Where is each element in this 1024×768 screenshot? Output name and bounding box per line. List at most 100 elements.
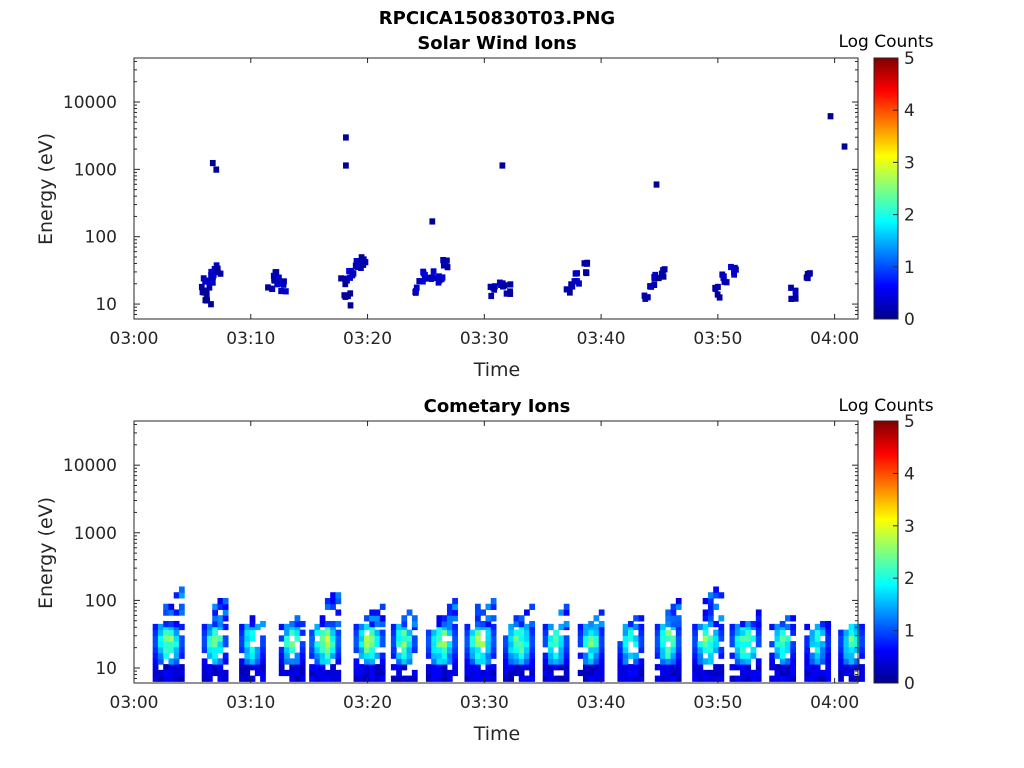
- data-cell: [779, 658, 786, 665]
- data-cell: [524, 635, 530, 642]
- data-cell: [513, 615, 520, 622]
- data-cell: [206, 652, 213, 659]
- data-cell: [369, 635, 376, 642]
- data-cell: [260, 675, 266, 682]
- data-cell: [734, 658, 741, 665]
- data-cell: [582, 623, 589, 631]
- data-cell: [178, 641, 185, 648]
- colorbar-tick-label: 3: [904, 517, 915, 537]
- data-cell: [289, 646, 296, 654]
- data-cell: [206, 284, 213, 291]
- data-cell: [314, 675, 321, 682]
- data-cell: [152, 669, 159, 677]
- data-cell: [542, 641, 549, 648]
- data-cell: [464, 646, 471, 654]
- data-cell: [222, 669, 229, 677]
- data-cell: [563, 620, 570, 628]
- data-cell: [469, 658, 476, 665]
- data-cell: [859, 623, 865, 631]
- data-cell: [702, 615, 709, 622]
- data-cell: [212, 646, 218, 654]
- data-cell: [582, 669, 589, 677]
- data-cell: [173, 592, 180, 599]
- data-cell: [152, 675, 159, 682]
- data-cell: [508, 652, 515, 659]
- data-cell: [792, 287, 799, 294]
- data-cell: [436, 635, 443, 642]
- data-cell: [379, 641, 386, 648]
- data-cell: [353, 658, 360, 665]
- data-cell: [553, 664, 559, 671]
- data-cell: [309, 641, 315, 648]
- data-cell: [278, 658, 285, 665]
- data-cell: [843, 641, 850, 648]
- data-cell: [774, 629, 781, 636]
- data-cell: [660, 675, 666, 682]
- data-cell: [396, 664, 402, 671]
- data-cell: [213, 262, 220, 269]
- data-cell: [665, 615, 672, 622]
- data-cell: [163, 609, 169, 616]
- data-cell: [853, 646, 860, 654]
- data-cell: [209, 279, 216, 286]
- x-ticks: 03:00 03:10 03:20 03:30 03:40 03:50 04:00: [110, 58, 859, 349]
- data-cell: [278, 635, 285, 642]
- data-cell: [244, 646, 251, 654]
- data-cell: [416, 277, 423, 285]
- data-cell: [665, 629, 672, 636]
- data-cell: [178, 669, 185, 677]
- colorbar-tick-label: 1: [904, 622, 915, 642]
- data-cell: [713, 669, 719, 677]
- data-cell: [670, 652, 677, 659]
- x-tick-label: 03:40: [577, 329, 626, 349]
- data-cell: [707, 592, 714, 599]
- data-cell: [168, 603, 175, 610]
- data-cell: [729, 641, 736, 648]
- x-tick-label: 03:00: [110, 693, 159, 713]
- data-cell: [563, 669, 570, 677]
- data-cell: [785, 664, 791, 671]
- data-cell: [713, 675, 719, 682]
- data-cell: [173, 646, 180, 654]
- data-cell: [721, 278, 728, 285]
- data-cell: [369, 664, 376, 671]
- y-tick-label: 1000: [74, 524, 117, 544]
- data-cell: [713, 646, 719, 654]
- data-cell: [542, 652, 549, 659]
- data-cell: [436, 658, 443, 665]
- data-cell: [745, 629, 752, 636]
- data-cell: [622, 635, 629, 642]
- data-cell: [480, 658, 486, 665]
- data-cell: [178, 592, 185, 599]
- data-cell: [755, 615, 762, 622]
- data-cell: [790, 646, 797, 654]
- data-cell: [598, 646, 605, 654]
- data-cell: [446, 646, 453, 654]
- data-cell: [692, 635, 698, 642]
- data-cell: [283, 288, 289, 295]
- data-cell: [598, 635, 605, 642]
- data-cell: [299, 664, 306, 671]
- data-cell: [652, 271, 659, 279]
- data-cell: [436, 664, 443, 671]
- data-cell: [660, 652, 666, 659]
- data-cell: [212, 641, 218, 648]
- data-cell: [294, 615, 301, 622]
- data-cell: [163, 675, 169, 682]
- data-cell: [859, 646, 865, 654]
- data-cell: [217, 641, 224, 648]
- data-cell: [390, 641, 397, 648]
- data-cell: [431, 658, 437, 665]
- data-cell: [431, 652, 437, 659]
- data-cell: [593, 669, 600, 677]
- data-cell: [369, 609, 376, 616]
- data-cell: [665, 658, 672, 665]
- data-cell: [692, 652, 698, 659]
- data-cell: [474, 669, 481, 677]
- data-cell: [582, 664, 589, 671]
- data-cell: [593, 615, 600, 622]
- data-cell: [633, 658, 639, 665]
- data-cell: [805, 270, 812, 277]
- data-cell: [576, 280, 582, 287]
- data-cell: [217, 646, 224, 654]
